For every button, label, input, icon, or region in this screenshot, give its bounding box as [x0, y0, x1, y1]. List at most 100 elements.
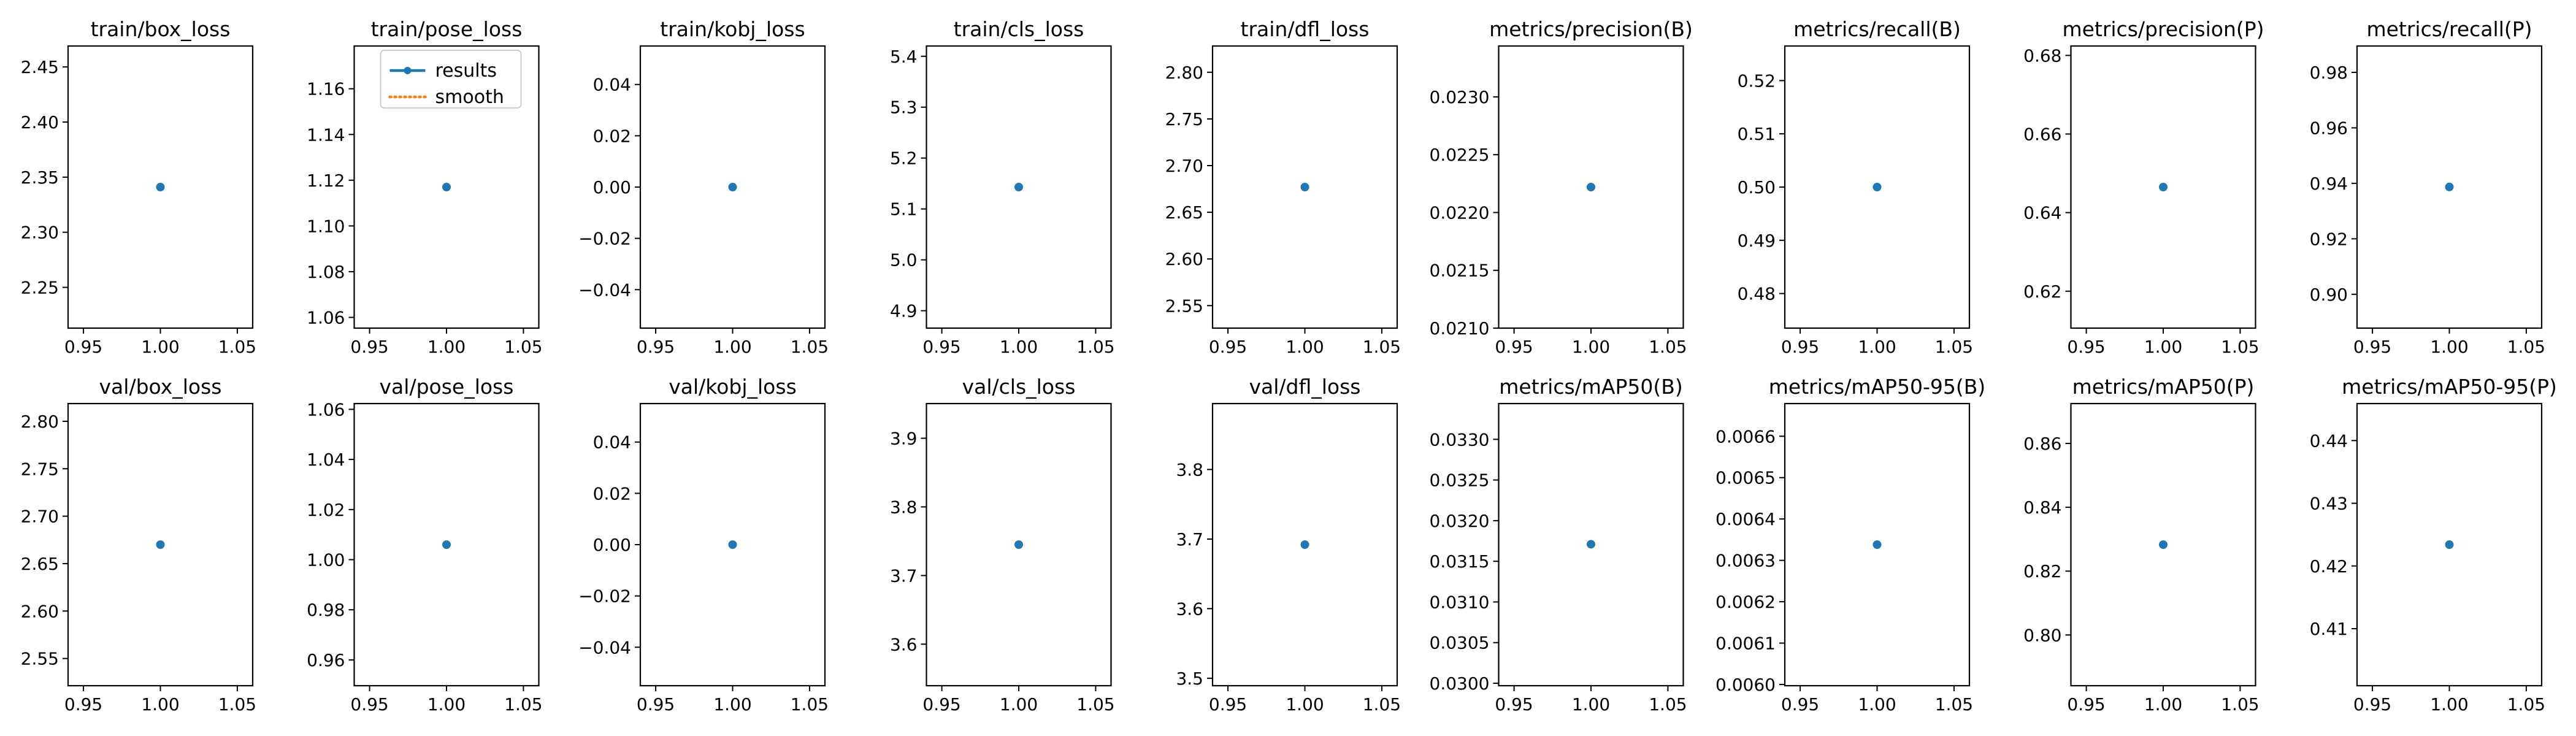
subplot-12: val/kobj_loss 0.95 1.00 1.05 −0.04 −0.02 0.00 0…: [578, 375, 829, 715]
y-tick-label: 2.55: [21, 649, 59, 669]
x-tick-label: 0.95: [637, 337, 675, 357]
y-tick-label: 2.70: [1165, 156, 1203, 176]
y-tick-label: 5.0: [890, 250, 918, 270]
y-tick-label: 3.7: [1176, 529, 1203, 550]
y-tick-label: 0.0060: [1715, 675, 1776, 695]
x-tick-label: 1.05: [1649, 694, 1687, 715]
y-tick-label: 0.0220: [1430, 202, 1490, 223]
data-point: [156, 540, 165, 549]
y-tick-label: 2.45: [21, 57, 59, 77]
y-tick-label: 0.0305: [1430, 633, 1490, 653]
y-tick-label: −0.04: [578, 637, 631, 657]
y-tick-label: 0.96: [2310, 118, 2348, 138]
x-tick-label: 1.05: [2507, 337, 2545, 357]
data-point: [156, 183, 165, 191]
data-point: [442, 540, 451, 549]
x-tick-label: 1.05: [1076, 694, 1114, 715]
y-tick-label: 0.51: [1738, 124, 1776, 144]
data-point: [2159, 540, 2168, 549]
y-tick-label: 0.50: [1738, 177, 1776, 197]
subplot-title: val/cls_loss: [962, 375, 1076, 399]
x-tick-label: 1.05: [1363, 337, 1401, 357]
subplot-3: train/kobj_loss 0.95 1.00 1.05 −0.04 −0.02 0.0…: [578, 17, 829, 357]
y-tick-label: 0.0065: [1715, 468, 1776, 488]
data-point: [1014, 540, 1023, 549]
subplot-5: train/dfl_loss 0.95 1.00 1.05 2.55 2.60 2.65 2.…: [1165, 17, 1401, 357]
x-tick-label: 0.95: [1209, 337, 1247, 357]
y-tick-label: 0.84: [2023, 497, 2061, 518]
subplot-title: metrics/mAP50(B): [1499, 375, 1683, 399]
x-tick-label: 0.95: [1781, 337, 1819, 357]
x-tick-label: 0.95: [2067, 337, 2105, 357]
y-tick-label: 2.55: [1165, 296, 1203, 316]
x-tick-label: 1.05: [2507, 694, 2545, 715]
legend-label-results: results: [435, 60, 497, 82]
x-tick-label: 0.95: [1495, 337, 1533, 357]
y-tick-label: 0.92: [2310, 229, 2348, 249]
y-tick-label: 0.52: [1738, 71, 1776, 91]
x-tick-label: 0.95: [922, 337, 960, 357]
y-tick-label: 0.0062: [1715, 592, 1776, 612]
data-point: [728, 183, 737, 191]
x-tick-label: 1.05: [218, 694, 256, 715]
x-tick-label: 1.00: [1858, 337, 1896, 357]
y-tick-label: 0.0315: [1430, 551, 1490, 572]
y-tick-label: 2.80: [21, 412, 59, 432]
x-tick-label: 1.05: [2221, 694, 2259, 715]
y-tick-label: 0.0061: [1715, 634, 1776, 654]
subplot-14: val/dfl_loss 0.95 1.00 1.05 3.5 3.6 3.7 3.8: [1176, 375, 1401, 715]
data-point: [2445, 540, 2454, 549]
y-tick-label: 0.49: [1738, 231, 1776, 251]
y-tick-label: 2.25: [21, 278, 59, 298]
y-tick-label: 4.9: [890, 301, 918, 321]
y-tick-label: −0.04: [578, 280, 631, 300]
y-tick-label: 0.42: [2310, 556, 2348, 577]
x-tick-label: 0.95: [2353, 694, 2391, 715]
data-point: [2159, 183, 2168, 191]
x-tick-label: 0.95: [1781, 694, 1819, 715]
y-tick-label: 3.5: [1176, 669, 1203, 689]
y-tick-label: 1.12: [307, 171, 345, 191]
y-tick-label: 5.2: [890, 148, 918, 169]
x-tick-label: 1.05: [1076, 337, 1114, 357]
subplot-title: metrics/precision(P): [2062, 17, 2264, 41]
x-tick-label: 0.95: [2067, 694, 2105, 715]
y-tick-label: 0.64: [2023, 203, 2061, 223]
x-tick-label: 1.00: [1572, 337, 1610, 357]
data-point: [2445, 182, 2454, 191]
data-point: [1300, 183, 1309, 191]
subplot-title: train/box_loss: [91, 17, 231, 41]
y-tick-label: 1.10: [307, 216, 345, 236]
y-tick-label: 0.0064: [1715, 509, 1776, 529]
x-tick-label: 1.00: [2144, 337, 2182, 357]
y-tick-label: 0.68: [2023, 45, 2061, 66]
subplot-17: metrics/mAP50(P) 0.95 1.00 1.05 0.80 0.82 0.84…: [2023, 375, 2259, 715]
data-point: [728, 540, 737, 549]
x-tick-label: 1.05: [1935, 694, 1973, 715]
y-tick-label: 5.4: [890, 47, 918, 67]
subplot-1: train/box_loss 0.95 1.00 1.05 2.25 2.30 2.35 2.…: [21, 17, 256, 357]
y-tick-label: 0.0210: [1430, 318, 1490, 339]
data-point: [1300, 540, 1309, 549]
x-tick-label: 1.05: [791, 337, 829, 357]
x-tick-label: 1.00: [2430, 694, 2468, 715]
subplot-10: val/box_loss 0.95 1.00 1.05 2.55 2.60 2.65 2.70…: [21, 375, 256, 715]
y-tick-label: 3.6: [890, 634, 918, 654]
x-tick-label: 1.05: [1649, 337, 1687, 357]
y-tick-label: 2.40: [21, 112, 59, 132]
y-tick-label: 1.08: [307, 262, 345, 282]
y-tick-label: 2.60: [21, 601, 59, 621]
x-tick-label: 1.00: [141, 694, 179, 715]
y-tick-label: 2.75: [1165, 109, 1203, 129]
x-tick-label: 1.00: [427, 337, 466, 357]
subplot-2: train/pose_loss 0.95 1.00 1.05 1.06 1.08 1.10 1…: [307, 17, 542, 357]
x-tick-label: 1.00: [1000, 694, 1038, 715]
y-tick-label: 1.14: [307, 125, 345, 145]
y-tick-label: 0.98: [307, 600, 345, 620]
y-tick-label: 0.82: [2023, 561, 2061, 581]
subplot-title: val/kobj_loss: [669, 375, 797, 399]
subplot-15: metrics/mAP50(B) 0.95 1.00 1.05 0.0300 0.0305…: [1430, 375, 1687, 715]
subplot-title: metrics/mAP50-95(P): [2342, 375, 2557, 399]
y-tick-label: 3.8: [1176, 459, 1203, 480]
x-tick-label: 1.00: [713, 694, 751, 715]
